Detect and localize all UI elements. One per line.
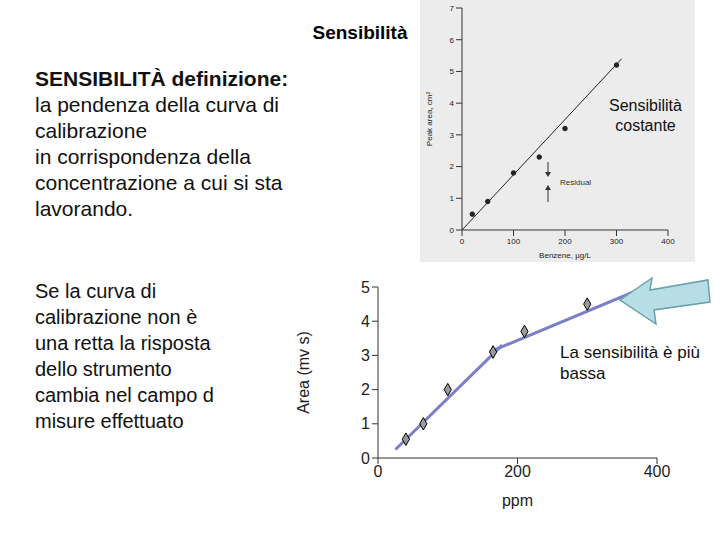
svg-text:0: 0 [361,450,370,467]
svg-text:4: 4 [361,313,370,330]
svg-text:Peak area, cm²: Peak area, cm² [425,92,434,147]
html-text:lavorando.: lavorando. [35,197,134,220]
svg-text:1: 1 [361,415,370,432]
html-text:Se la curva di: Se la curva di [35,280,157,302]
svg-text:0: 0 [460,237,465,246]
svg-text:Area (mv s): Area (mv s) [295,331,312,414]
svg-text:4: 4 [450,99,455,108]
svg-text:300: 300 [610,237,624,246]
html-text:La sensibilità è più bassa: La sensibilità è più bassa [560,343,700,383]
svg-text:2: 2 [361,381,370,398]
html-text:una retta la risposta: una retta la risposta [35,332,211,354]
svg-text:Benzene, µg/L: Benzene, µg/L [539,251,591,260]
svg-text:7: 7 [450,4,455,13]
html-text:Sensibilità costante: Sensibilità costante [609,97,682,134]
svg-text:400: 400 [644,463,671,480]
html-text:SENSIBILITÀ definizione:: SENSIBILITÀ definizione: [35,67,289,90]
svg-text:400: 400 [661,237,675,246]
html-text:Residual: Residual [560,178,592,187]
svg-text:6: 6 [450,36,455,45]
svg-text:5: 5 [361,279,370,296]
html-text:dello strumento: dello strumento [35,358,172,380]
html-text:concentrazione a cui si sta: concentrazione a cui si sta [35,171,283,194]
svg-text:0: 0 [374,463,383,480]
svg-text:3: 3 [361,347,370,364]
svg-text:ppm: ppm [502,492,533,509]
html-text:calibrazione: calibrazione [35,119,148,142]
html-text:misure effettuato: misure effettuato [35,410,184,432]
html-text:cambia nel campo d: cambia nel campo d [35,384,214,406]
svg-text:2: 2 [450,162,455,171]
html-text:Sensibilità: Sensibilità [312,22,408,43]
html-text:in corrispondenza della: in corrispondenza della [35,145,251,168]
svg-text:200: 200 [504,463,531,480]
svg-text:100: 100 [507,237,521,246]
html-text:calibrazione non è: calibrazione non è [35,306,198,328]
svg-text:1: 1 [450,194,455,203]
html-text:la pendenza della curva di: la pendenza della curva di [35,93,279,116]
svg-text:3: 3 [450,131,455,140]
svg-text:200: 200 [558,237,572,246]
svg-text:5: 5 [450,67,455,76]
svg-text:0: 0 [450,226,455,235]
